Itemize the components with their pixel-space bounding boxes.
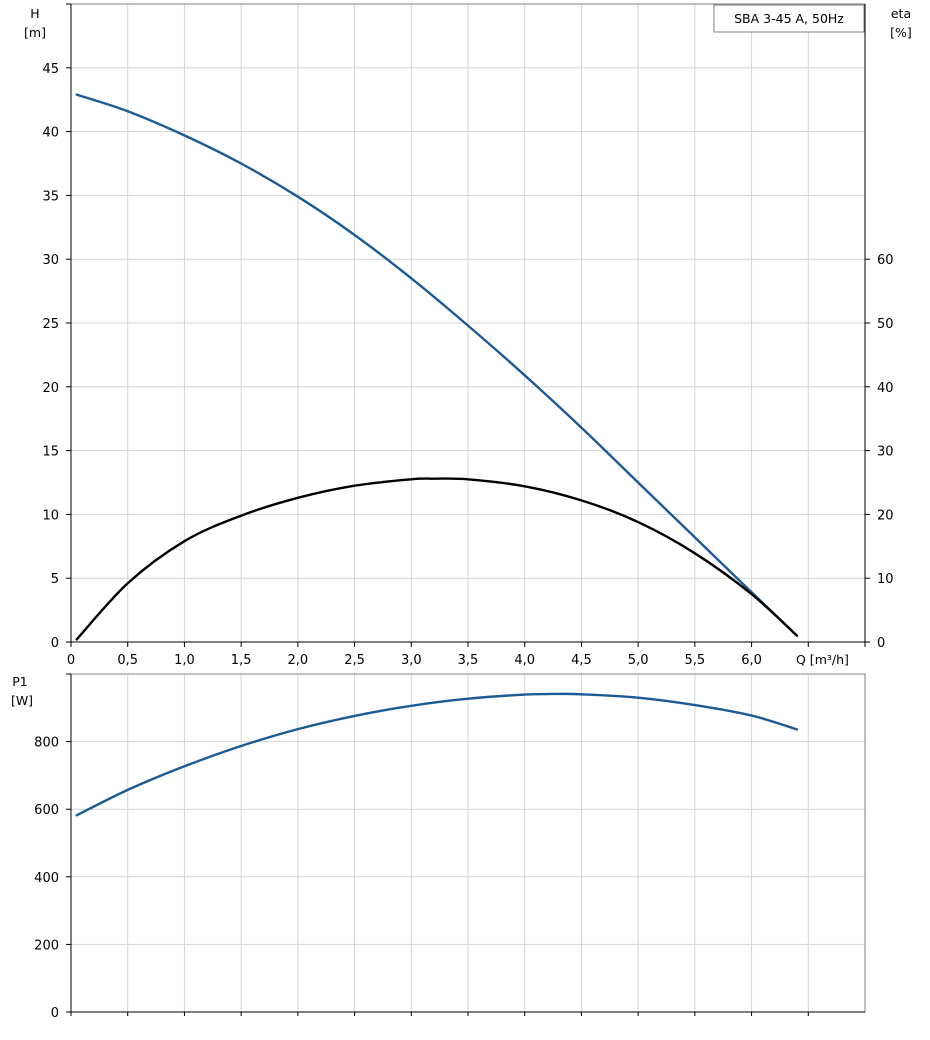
x-tick-label: 3,5 bbox=[458, 653, 479, 668]
x-tick-label: 1,0 bbox=[174, 653, 195, 668]
x-tick-label: 6,0 bbox=[741, 653, 762, 668]
power-y-tick-label: 200 bbox=[34, 938, 59, 953]
x-tick-label: 2,0 bbox=[288, 653, 309, 668]
curves bbox=[75, 93, 799, 817]
eta-axis-label: eta bbox=[891, 6, 911, 21]
head-y-tick-label: 45 bbox=[42, 62, 59, 77]
x-tick-label: 0 bbox=[67, 653, 75, 668]
head-y-tick-label: 35 bbox=[42, 189, 59, 204]
head-y-tick-label: 30 bbox=[42, 253, 59, 268]
head-curve bbox=[75, 93, 799, 637]
eta-y-tick-label: 0 bbox=[877, 636, 885, 651]
x-tick-label: 5,0 bbox=[628, 653, 649, 668]
x-tick-label: 2,5 bbox=[344, 653, 365, 668]
eta-y-tick-label: 30 bbox=[877, 445, 894, 460]
x-tick-label: 0,5 bbox=[117, 653, 138, 668]
x-tick-label: 1,5 bbox=[231, 653, 252, 668]
head-panel-ticks: 0 0,5 1,0 1,5 2,0 2,5 3,0 3,5 4,0 4,5 5,0 5,5 6,0 0 5 1… bbox=[42, 3, 894, 668]
eta-axis-unit: [%] bbox=[890, 25, 912, 40]
eta-y-tick-label: 50 bbox=[877, 317, 894, 332]
legend-text: SBA 3-45 A, 50Hz bbox=[734, 11, 844, 26]
head-axis-label: H bbox=[30, 6, 39, 21]
efficiency-curve bbox=[75, 477, 799, 641]
power-y-tick-label: 0 bbox=[51, 1006, 59, 1021]
eta-y-tick-label: 20 bbox=[877, 508, 894, 523]
power-axis-label: P1 bbox=[12, 674, 28, 689]
eta-y-tick-label: 40 bbox=[877, 381, 894, 396]
x-tick-label: 5,5 bbox=[685, 653, 706, 668]
legend-box bbox=[713, 4, 865, 33]
x-tick-label: 4,5 bbox=[571, 653, 592, 668]
eta-y-tick-label: 60 bbox=[877, 253, 894, 268]
eta-y-tick-label: 10 bbox=[877, 572, 894, 587]
head-y-tick-label: 5 bbox=[51, 572, 59, 587]
head-y-tick-label: 20 bbox=[42, 381, 59, 396]
x-tick-label: 4,0 bbox=[514, 653, 535, 668]
head-panel-grid bbox=[71, 3, 865, 642]
power-y-tick-label: 600 bbox=[34, 803, 59, 818]
power-curve bbox=[75, 692, 799, 817]
power-y-tick-label: 800 bbox=[34, 736, 59, 751]
power-panel-ticks: 0 200 400 600 800 bbox=[34, 673, 809, 1021]
head-y-tick-label: 15 bbox=[42, 445, 59, 460]
head-y-tick-label: 25 bbox=[42, 317, 59, 332]
power-y-tick-label: 400 bbox=[34, 871, 59, 886]
head-axis-unit: [m] bbox=[24, 25, 46, 40]
power-axis-unit: [W] bbox=[11, 693, 33, 708]
head-y-tick-label: 0 bbox=[51, 636, 59, 651]
head-y-tick-label: 10 bbox=[42, 508, 59, 523]
head-y-tick-label: 40 bbox=[42, 126, 59, 141]
flow-axis-label: Q [m³/h] bbox=[796, 652, 849, 667]
power-panel-grid bbox=[71, 673, 865, 1012]
x-tick-label: 3,0 bbox=[401, 653, 422, 668]
